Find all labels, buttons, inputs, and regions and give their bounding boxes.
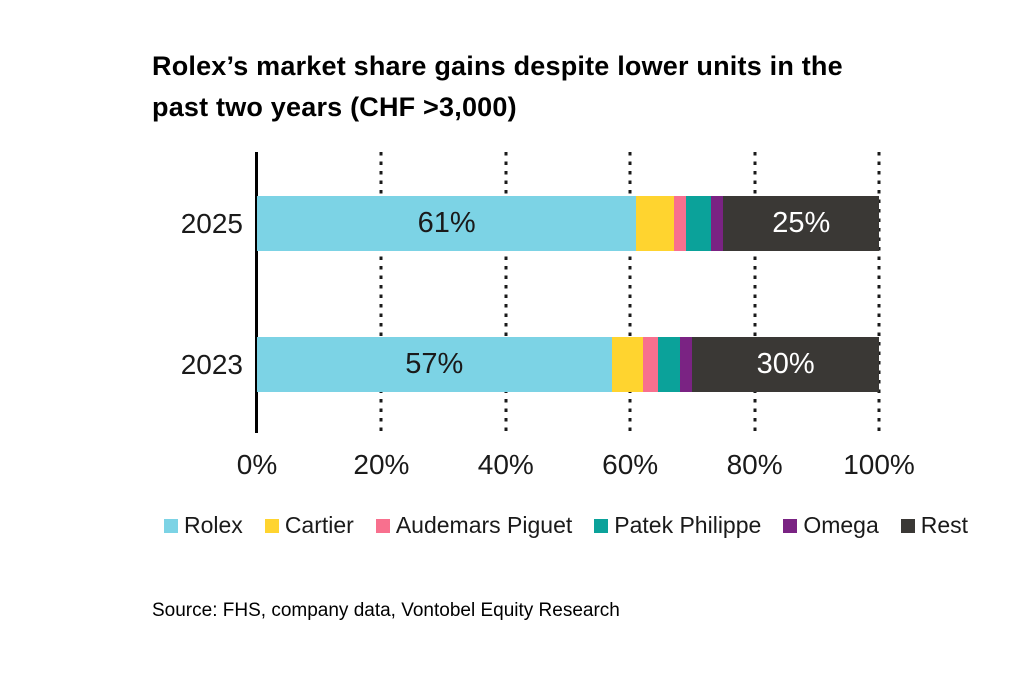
legend: Rolex Cartier Audemars Piguet Patek Philipp… xyxy=(164,512,968,539)
legend-item-audemars-piguet: Audemars Piguet xyxy=(375,512,573,539)
x-tick-label-100: 100% xyxy=(843,449,915,480)
chart-title: Rolex’s market share gains despite lower… xyxy=(152,46,843,127)
gridline-60 xyxy=(628,152,632,433)
legend-item-cartier: Cartier xyxy=(264,512,354,539)
legend-swatch-rolex xyxy=(164,518,178,533)
legend-swatch-patek-philippe xyxy=(594,518,609,533)
legend-item-rolex: Rolex xyxy=(164,512,243,539)
value-label-rest-2025: 25% xyxy=(772,207,831,239)
gridline-80 xyxy=(753,152,757,433)
gridline-100 xyxy=(877,152,881,433)
legend-label-rolex: Rolex xyxy=(184,512,243,538)
bar-2023: 2023 57% 30% xyxy=(181,337,879,392)
legend-item-patek-philippe: Patek Philippe xyxy=(594,512,761,539)
legend-label-cartier: Cartier xyxy=(284,512,354,538)
chart-title-line-2: past two years (CHF >3,000) xyxy=(152,91,517,122)
category-label-2025: 2025 xyxy=(180,208,243,239)
bar-segment-rolex: 61% xyxy=(257,196,637,251)
value-label-rest-2023: 30% xyxy=(756,348,815,380)
legend-swatch-audemars-piguet xyxy=(375,518,390,533)
bar-segment-rest: 25% xyxy=(723,196,879,251)
plot-area: 2025 61% 25% 2023 57% 30% 0% 20% 40% 60% 80% 100% xyxy=(181,152,915,480)
y-axis-line xyxy=(255,152,258,433)
legend-swatch-cartier xyxy=(264,518,279,533)
bar-segment-rest: 30% xyxy=(692,337,879,392)
bar-segment-cartier xyxy=(636,196,674,251)
bar-segment-rolex: 57% xyxy=(257,337,612,392)
legend-swatch-omega xyxy=(783,518,798,533)
x-tick-label-60: 60% xyxy=(602,449,659,480)
x-tick-label-40: 40% xyxy=(477,449,534,480)
legend-label-omega: Omega xyxy=(803,512,879,538)
bar-2025: 2025 61% 25% xyxy=(181,196,879,251)
legend-swatch-rest xyxy=(900,518,915,533)
bar-segment-audemars-piguet xyxy=(673,196,687,251)
value-label-rolex-2023: 57% xyxy=(405,348,464,380)
source-note: Source: FHS, company data, Vontobel Equi… xyxy=(152,600,620,621)
gridline-40 xyxy=(504,152,508,433)
bar-segment-omega xyxy=(679,337,693,392)
bar-segment-audemars-piguet xyxy=(642,337,659,392)
bar-segment-omega xyxy=(711,196,724,251)
chart-title-line-1: Rolex’s market share gains despite lower… xyxy=(152,51,843,81)
gridline-20 xyxy=(379,152,383,433)
x-tick-label-0: 0% xyxy=(236,449,278,480)
legend-item-rest: Rest xyxy=(900,512,969,539)
value-label-rolex-2025: 61% xyxy=(417,207,476,239)
x-tick-label-80: 80% xyxy=(726,449,783,480)
bar-segment-cartier xyxy=(611,337,643,392)
bar-segment-patek-philippe xyxy=(686,196,712,251)
category-label-2023: 2023 xyxy=(180,349,243,380)
legend-item-omega: Omega xyxy=(783,512,879,539)
legend-label-rest: Rest xyxy=(920,512,969,538)
legend-label-audemars-piguet: Audemars Piguet xyxy=(395,512,573,538)
bar-segment-patek-philippe xyxy=(658,337,680,392)
legend-label-patek-philippe: Patek Philippe xyxy=(614,512,762,538)
x-tick-label-20: 20% xyxy=(353,449,410,480)
